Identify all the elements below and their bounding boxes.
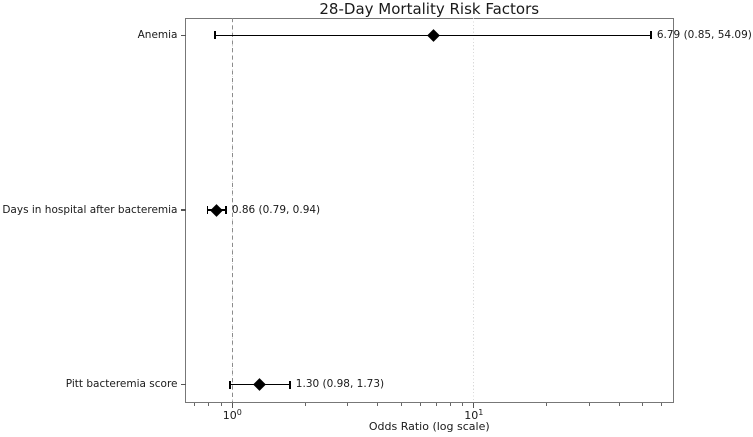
- x-minor-tick: [347, 402, 349, 406]
- y-axis-category-label: Days in hospital after bacteremia: [2, 203, 178, 216]
- x-minor-tick: [194, 402, 196, 406]
- y-axis-category-label: Anemia: [137, 28, 178, 41]
- x-tick-base: 10: [222, 409, 237, 422]
- x-minor-tick: [661, 402, 663, 406]
- or-ci-annotation: 0.86 (0.79, 0.94): [231, 203, 321, 216]
- x-minor-tick: [642, 402, 644, 406]
- y-tick: [180, 209, 186, 211]
- x-minor-tick: [400, 402, 402, 406]
- x-minor-tick: [377, 402, 379, 406]
- x-minor-tick: [419, 402, 421, 406]
- ci-cap-low: [206, 206, 209, 214]
- x-tick-label: 101: [449, 406, 499, 422]
- x-tick-exponent: 0: [236, 408, 242, 417]
- x-minor-tick: [546, 402, 547, 406]
- x-tick-label: 100: [207, 406, 257, 422]
- x-tick-exponent: 1: [478, 408, 484, 417]
- x-minor-tick: [304, 402, 306, 406]
- x-major-tick: [231, 402, 233, 408]
- x-minor-tick: [588, 402, 590, 406]
- ci-cap-high: [650, 31, 652, 40]
- x-gridline: [473, 18, 475, 402]
- y-axis-category-label: Pitt bacteremia score: [65, 378, 178, 391]
- x-minor-tick: [618, 402, 620, 406]
- x-minor-tick: [208, 402, 210, 406]
- x-minor-tick: [435, 402, 437, 406]
- y-tick: [180, 383, 186, 386]
- chart-title: 28-Day Mortality Risk Factors: [319, 0, 540, 18]
- x-tick-base: 10: [464, 409, 479, 422]
- ci-cap-high: [288, 380, 291, 389]
- x-minor-tick: [220, 402, 222, 406]
- x-minor-tick: [449, 402, 451, 406]
- ci-cap-high: [224, 206, 227, 214]
- ci-cap-low: [214, 31, 217, 40]
- ci-cap-low: [229, 380, 232, 389]
- or-ci-annotation: 6.79 (0.85, 54.09): [656, 28, 752, 41]
- reference-line: [231, 18, 233, 402]
- y-tick: [180, 34, 186, 37]
- x-minor-tick: [462, 402, 464, 406]
- or-ci-annotation: 1.30 (0.98, 1.73): [295, 378, 385, 391]
- x-major-tick: [473, 402, 475, 408]
- x-axis-label: Odds Ratio (log scale): [368, 420, 490, 433]
